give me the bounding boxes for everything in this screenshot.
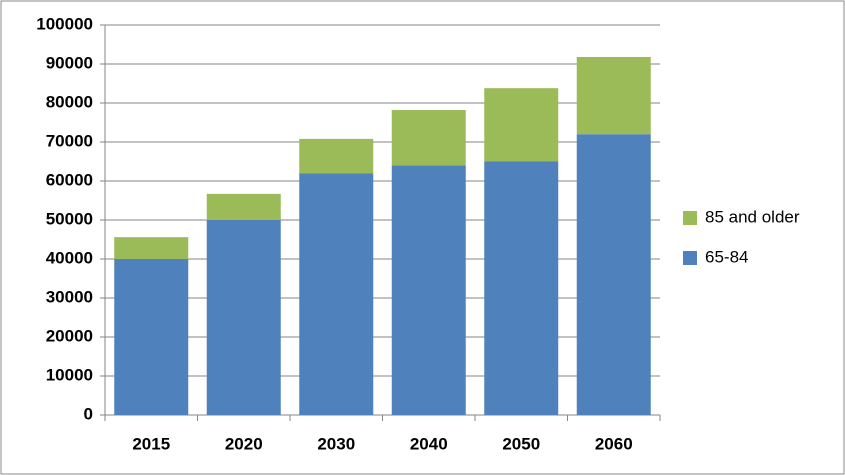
y-tick-label: 70000 xyxy=(46,131,93,150)
legend-swatch xyxy=(683,251,697,265)
bar-segment xyxy=(484,88,559,162)
bar-segment xyxy=(114,259,189,415)
y-tick-label: 40000 xyxy=(46,248,93,267)
bar-segment xyxy=(484,161,559,415)
x-tick-label: 2030 xyxy=(317,434,355,453)
bar-segment xyxy=(576,134,651,415)
y-tick-label: 50000 xyxy=(46,209,93,228)
y-tick-label: 30000 xyxy=(46,287,93,306)
y-tick-label: 90000 xyxy=(46,53,93,72)
y-tick-label: 60000 xyxy=(46,170,93,189)
y-tick-label: 20000 xyxy=(46,326,93,345)
x-tick-label: 2015 xyxy=(132,434,170,453)
x-tick-label: 2020 xyxy=(225,434,263,453)
y-tick-label: 10000 xyxy=(46,365,93,384)
x-tick-label: 2050 xyxy=(502,434,540,453)
y-tick-label: 0 xyxy=(84,404,93,423)
bar-segment xyxy=(206,193,281,220)
bar-segment xyxy=(391,165,466,415)
x-tick-label: 2060 xyxy=(595,434,633,453)
legend-swatch xyxy=(683,211,697,225)
x-tick-label: 2040 xyxy=(410,434,448,453)
legend-label: 85 and older xyxy=(705,207,800,226)
bar-segment xyxy=(299,138,374,174)
y-tick-label: 80000 xyxy=(46,92,93,111)
bar-segment xyxy=(391,110,466,166)
bar-segment xyxy=(576,56,651,135)
bar-segment xyxy=(299,173,374,415)
bar-segment xyxy=(206,220,281,415)
bar-segment xyxy=(114,237,189,259)
legend-label: 65-84 xyxy=(705,247,748,266)
y-tick-label: 100000 xyxy=(36,14,93,33)
